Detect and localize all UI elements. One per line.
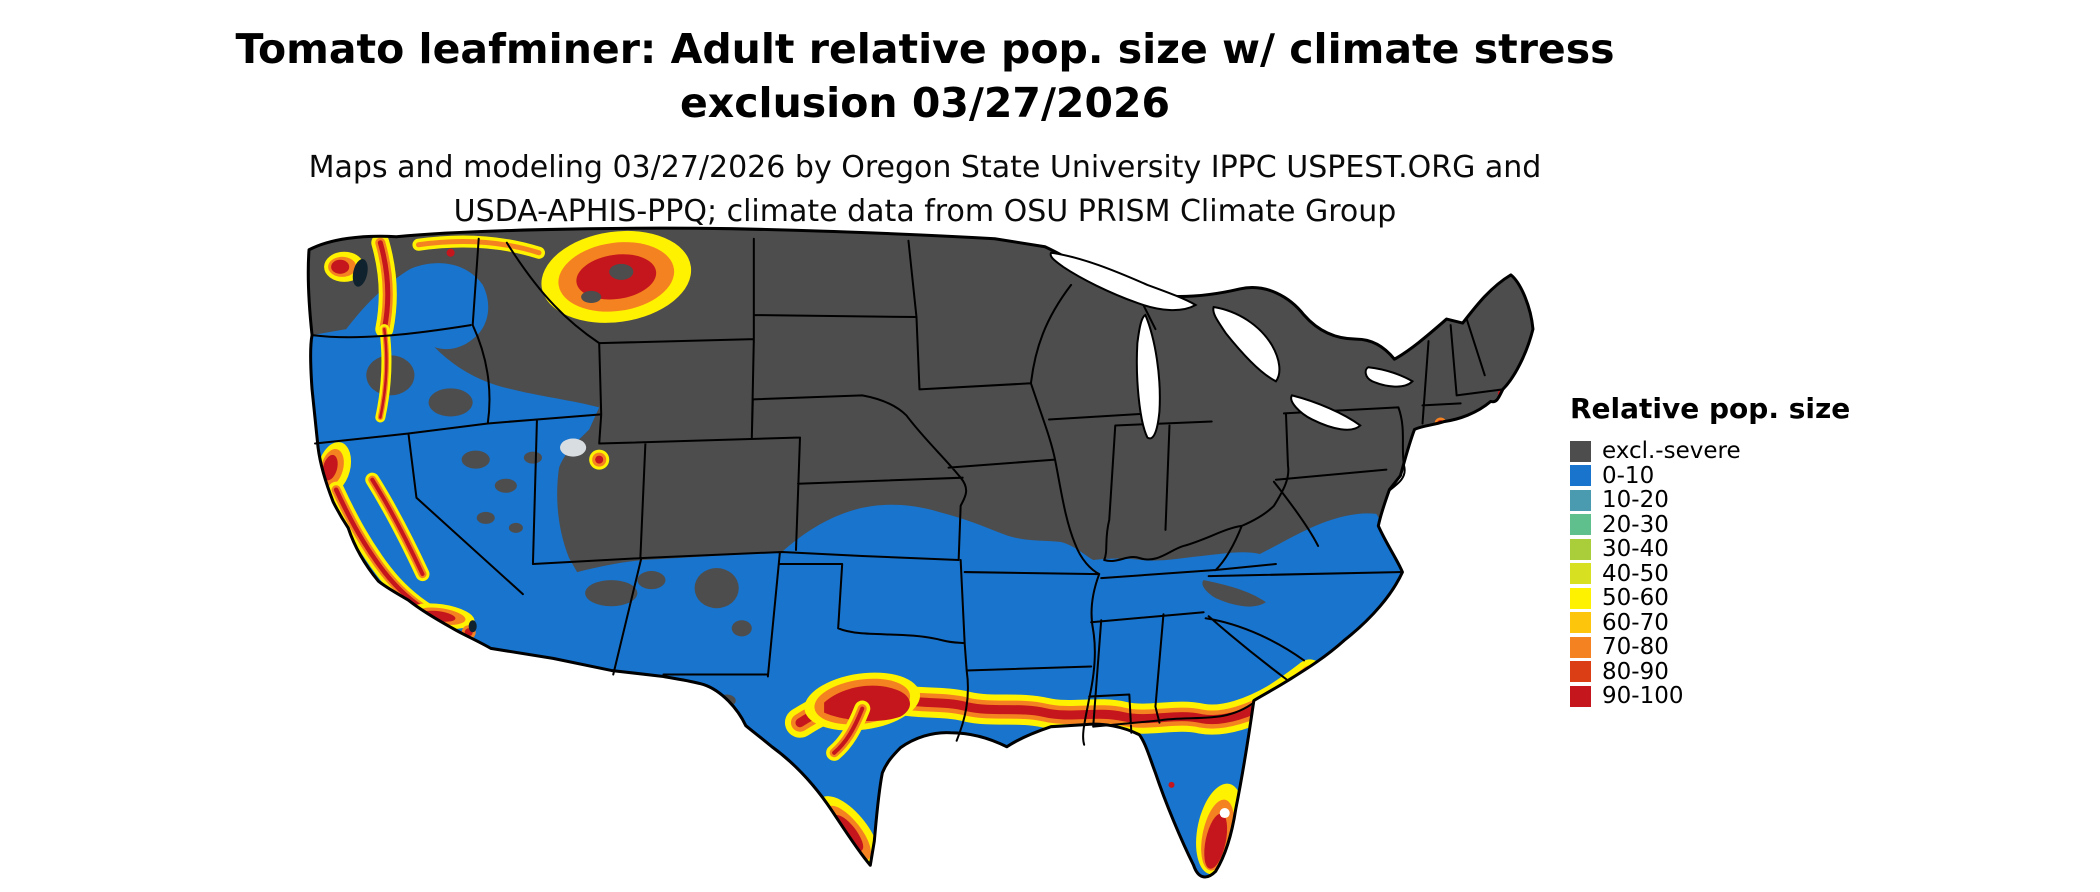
legend-item: 10-20 xyxy=(1570,488,1870,513)
legend-swatch xyxy=(1570,563,1591,585)
legend-swatch xyxy=(1570,587,1591,609)
legend-swatch xyxy=(1570,612,1591,634)
page-subtitle: Maps and modeling 03/27/2026 by Oregon S… xyxy=(170,146,1680,234)
state-borders xyxy=(311,237,1504,746)
legend-label: excl.-severe xyxy=(1602,438,1741,465)
page-subtitle-line2: USDA-APHIS-PPQ; climate data from OSU PR… xyxy=(453,194,1397,229)
lake-superior xyxy=(1049,251,1198,312)
legend-item: 60-70 xyxy=(1570,611,1870,636)
us-outline xyxy=(306,226,1535,879)
us-map-svg xyxy=(306,226,1535,879)
legend-label: 80-90 xyxy=(1602,658,1669,685)
legend-swatch xyxy=(1570,489,1591,511)
legend-label: 50-60 xyxy=(1602,585,1669,612)
legend-label: 0-10 xyxy=(1602,462,1655,489)
legend-label: 20-30 xyxy=(1602,511,1669,538)
legend-label: 30-40 xyxy=(1602,536,1669,563)
map-header: Tomato leafminer: Adult relative pop. si… xyxy=(170,22,1680,234)
legend-item: 70-80 xyxy=(1570,635,1870,660)
us-choropleth-map xyxy=(300,226,1545,886)
page-title-line2: exclusion 03/27/2026 xyxy=(679,79,1171,127)
great-lakes xyxy=(1049,251,1415,440)
legend-swatch xyxy=(1570,661,1591,683)
legend-swatch xyxy=(1570,636,1591,658)
lake-ontario xyxy=(1364,366,1415,388)
map-legend: Relative pop. size excl.-severe 0-10 10-… xyxy=(1570,392,1870,709)
legend-swatch xyxy=(1570,538,1591,560)
page-title-line1: Tomato leafminer: Adult relative pop. si… xyxy=(235,25,1615,73)
legend-label: 40-50 xyxy=(1602,560,1669,587)
great-salt-lake xyxy=(560,438,587,457)
legend-item: excl.-severe xyxy=(1570,439,1870,464)
legend-label: 90-100 xyxy=(1602,683,1684,710)
lake-michigan xyxy=(1135,313,1161,440)
legend-item: 0-10 xyxy=(1570,464,1870,489)
legend-swatch xyxy=(1570,514,1591,536)
legend-label: 60-70 xyxy=(1602,609,1669,636)
legend-item: 40-50 xyxy=(1570,562,1870,587)
legend-label: 10-20 xyxy=(1602,487,1669,514)
lake-huron xyxy=(1212,305,1281,383)
map-color-layers xyxy=(308,228,1533,877)
legend-item: 20-30 xyxy=(1570,513,1870,538)
legend-swatch xyxy=(1570,465,1591,487)
legend-item: 30-40 xyxy=(1570,537,1870,562)
lake-okeechobee xyxy=(1219,808,1230,819)
legend-item: 50-60 xyxy=(1570,586,1870,611)
legend-item: 80-90 xyxy=(1570,660,1870,685)
lake-erie xyxy=(1290,394,1362,431)
legend-swatch xyxy=(1570,685,1591,707)
page-subtitle-line1: Maps and modeling 03/27/2026 by Oregon S… xyxy=(308,150,1542,185)
legend-item: 90-100 xyxy=(1570,684,1870,709)
legend-swatch xyxy=(1570,440,1591,462)
legend-title: Relative pop. size xyxy=(1570,392,1851,425)
salton-sea xyxy=(468,620,477,633)
legend-label: 70-80 xyxy=(1602,634,1669,661)
puget-sound xyxy=(352,259,368,287)
